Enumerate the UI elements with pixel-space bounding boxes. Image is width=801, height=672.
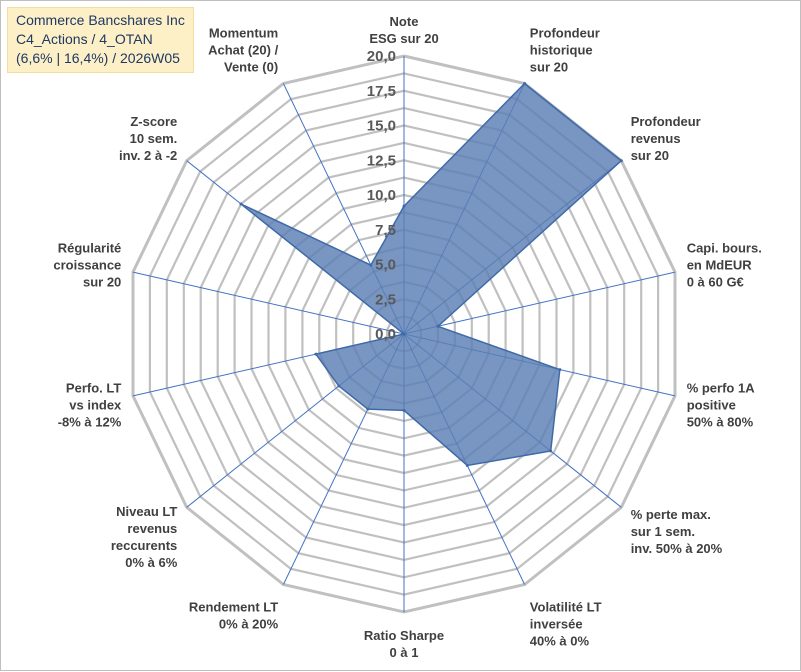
axis-spoke [403,271,676,335]
axis-label: Profondeur [631,114,701,129]
data-point [337,384,341,388]
axis-label: % perte max. [631,507,711,522]
data-point [402,408,406,412]
data-point [523,82,527,85]
data-point [558,368,562,372]
axis-label: Ratio Sharpe [364,628,444,643]
data-point [402,332,406,336]
axis-label: historique [530,43,593,58]
data-point [369,263,373,267]
axis-label: sur 20 [83,274,121,289]
axis-label: 0 à 60 G€ [687,274,744,289]
axis-label: sur 1 sem. [631,524,695,539]
axis-label: 50% à 80% [687,415,754,430]
axis-label: 0% à 6% [125,555,177,570]
axis-label: Rendement LT [189,599,278,614]
tick-label: 15,0 [367,118,396,135]
axis-label: Achat (20) / [208,43,278,58]
axis-label: revenus [631,131,681,146]
tick-label: 12,5 [367,152,396,169]
axis-label: 0% à 20% [219,616,279,631]
tick-label: 2,5 [375,291,396,308]
axis-label: revenus [127,521,177,536]
data-point [436,324,440,328]
axis-label: Niveau LT [116,504,177,519]
radar-series [239,82,623,467]
axis-label: % perfo 1A [687,381,756,396]
axis-label: 40% à 0% [530,633,590,648]
axis-label: ESG sur 20 [369,31,438,46]
axis-label: Momentum [209,26,278,41]
chart-title-line: (6,6% | 16,4%) / 2026W05 [16,50,180,66]
axis-label: -8% à 12% [58,415,122,430]
axis-label: Régularité [58,240,122,255]
axis-label: inversée [530,616,583,631]
axis-label: sur 20 [530,60,568,75]
tick-label: 7,5 [375,222,396,239]
tick-label: 0,0 [375,326,396,343]
data-point [314,352,318,356]
data-point [549,449,553,453]
axis-label: 0 à 1 [390,645,419,660]
data-point [239,202,243,206]
chart-title-box: Commerce Bancshares Inc C4_Actions / 4_O… [7,7,194,73]
axis-spoke [132,271,405,335]
data-point [619,159,623,163]
data-point [366,407,370,411]
axis-label: Note [390,14,419,29]
axis-label: en MdEUR [687,257,753,272]
tick-label: 5,0 [375,257,396,274]
chart-title-line: C4_Actions / 4_OTAN [16,31,153,47]
tick-label: 20,0 [367,48,396,65]
tick-label: 10,0 [367,187,396,204]
axis-label: sur 20 [631,148,669,163]
data-point [465,464,469,467]
axis-label: Vente (0) [224,60,278,75]
axis-label: Z-score [130,114,177,129]
chart-title-line: Commerce Bancshares Inc [16,12,185,28]
axis-label: vs index [69,398,122,413]
axis-label: Perfo. LT [66,381,121,396]
axis-label: inv. 2 à -2 [119,148,177,163]
axis-label: inv. 50% à 20% [631,541,723,556]
radial-ticks: 0,0 2,5 5,0 7,5 10,0 12,5 15,0 17,5 20,0 [367,48,396,343]
data-point [402,204,406,208]
axis-labels: Note ESG sur 20 Profondeur historique sur 20… [53,14,761,660]
axis-label: Capi. bours. [687,240,762,255]
axis-label: positive [687,398,736,413]
axis-label: reccurents [111,538,177,553]
axis-label: 10 sem. [130,131,178,146]
axis-label: croissance [53,257,121,272]
axis-label: Volatilité LT [530,599,602,614]
axis-label: Profondeur [530,26,600,41]
tick-label: 17,5 [367,83,396,100]
